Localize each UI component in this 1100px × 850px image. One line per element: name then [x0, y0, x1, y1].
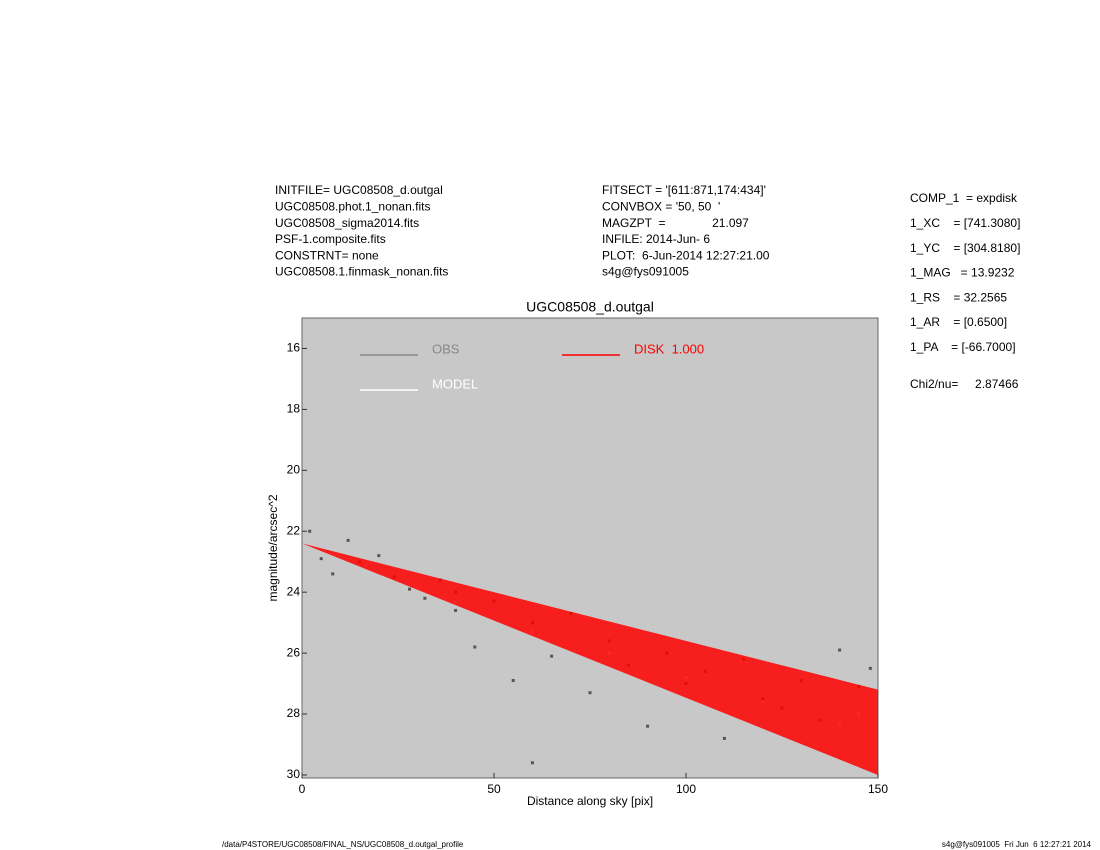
obs-point — [473, 645, 477, 649]
info-left: UGC08508_sigma2014.fits — [275, 216, 419, 230]
y-tick-label: 16 — [287, 341, 301, 355]
legend-label: DISK 1.000 — [634, 341, 704, 356]
info-right: 1_MAG = 13.9232 — [910, 266, 1015, 280]
chi2: Chi2/nu= 2.87466 — [910, 377, 1019, 391]
info-mid: INFILE: 2014-Jun- 6 — [602, 232, 710, 246]
legend-label: OBS — [432, 341, 460, 356]
info-right: 1_AR = [0.6500] — [910, 315, 1007, 329]
y-tick-label: 18 — [287, 402, 301, 416]
y-tick-label: 30 — [287, 767, 301, 781]
obs-point — [588, 691, 592, 695]
y-tick-label: 22 — [287, 523, 301, 537]
obs-point — [722, 736, 726, 740]
x-tick-label: 100 — [676, 782, 696, 796]
obs-point — [550, 654, 554, 658]
obs-point — [423, 596, 427, 600]
info-right: 1_XC = [741.3080] — [910, 216, 1020, 230]
obs-point — [838, 648, 842, 652]
x-axis-label: Distance along sky [pix] — [527, 794, 653, 808]
obs-point — [319, 557, 323, 561]
legend-label: MODEL — [432, 376, 478, 391]
info-mid: PLOT: 6-Jun-2014 12:27:21.00 — [602, 248, 770, 262]
obs-point — [511, 679, 515, 683]
obs-point — [331, 572, 335, 576]
obs-point — [646, 724, 650, 728]
x-tick-label: 50 — [487, 782, 501, 796]
obs-point — [530, 761, 534, 765]
chart-title: UGC08508_d.outgal — [526, 299, 654, 315]
obs-point — [346, 538, 350, 542]
disk-band — [302, 543, 878, 775]
y-axis-label: magnitude/arcsec^2 — [266, 494, 280, 601]
obs-point — [308, 529, 312, 533]
info-left: UGC08508.phot.1_nonan.fits — [275, 199, 430, 213]
y-tick-label: 26 — [287, 645, 301, 659]
y-tick-label: 20 — [287, 462, 301, 476]
info-right: 1_RS = 32.2565 — [910, 290, 1007, 304]
info-left: PSF-1.composite.fits — [275, 232, 386, 246]
x-tick-label: 0 — [299, 782, 306, 796]
obs-point — [408, 587, 412, 591]
footer-left: /data/P4STORE/UGC08508/FINAL_NS/UGC08508… — [222, 840, 464, 849]
y-tick-label: 24 — [287, 584, 301, 598]
info-mid: MAGZPT = 21.097 — [602, 216, 749, 230]
y-tick-label: 28 — [287, 706, 301, 720]
info-left: CONSTRNT= none — [275, 248, 379, 262]
obs-point — [377, 554, 381, 558]
info-left: UGC08508.1.finmask_nonan.fits — [275, 265, 448, 279]
info-mid: CONVBOX = '50, 50 ' — [602, 199, 720, 213]
x-tick-label: 150 — [868, 782, 888, 796]
info-mid: s4g@fys091005 — [602, 265, 689, 279]
footer-right: s4g@fys091005 Fri Jun 6 12:27:21 2014 — [942, 840, 1092, 849]
info-left: INITFILE= UGC08508_d.outgal — [275, 183, 443, 197]
obs-point — [454, 608, 458, 612]
info-right: 1_YC = [304.8180] — [910, 241, 1020, 255]
obs-point — [868, 666, 872, 670]
info-mid: FITSECT = '[611:871,174:434]' — [602, 183, 766, 197]
info-right: COMP_1 = expdisk — [910, 191, 1018, 205]
info-right: 1_PA = [-66.7000] — [910, 340, 1016, 354]
